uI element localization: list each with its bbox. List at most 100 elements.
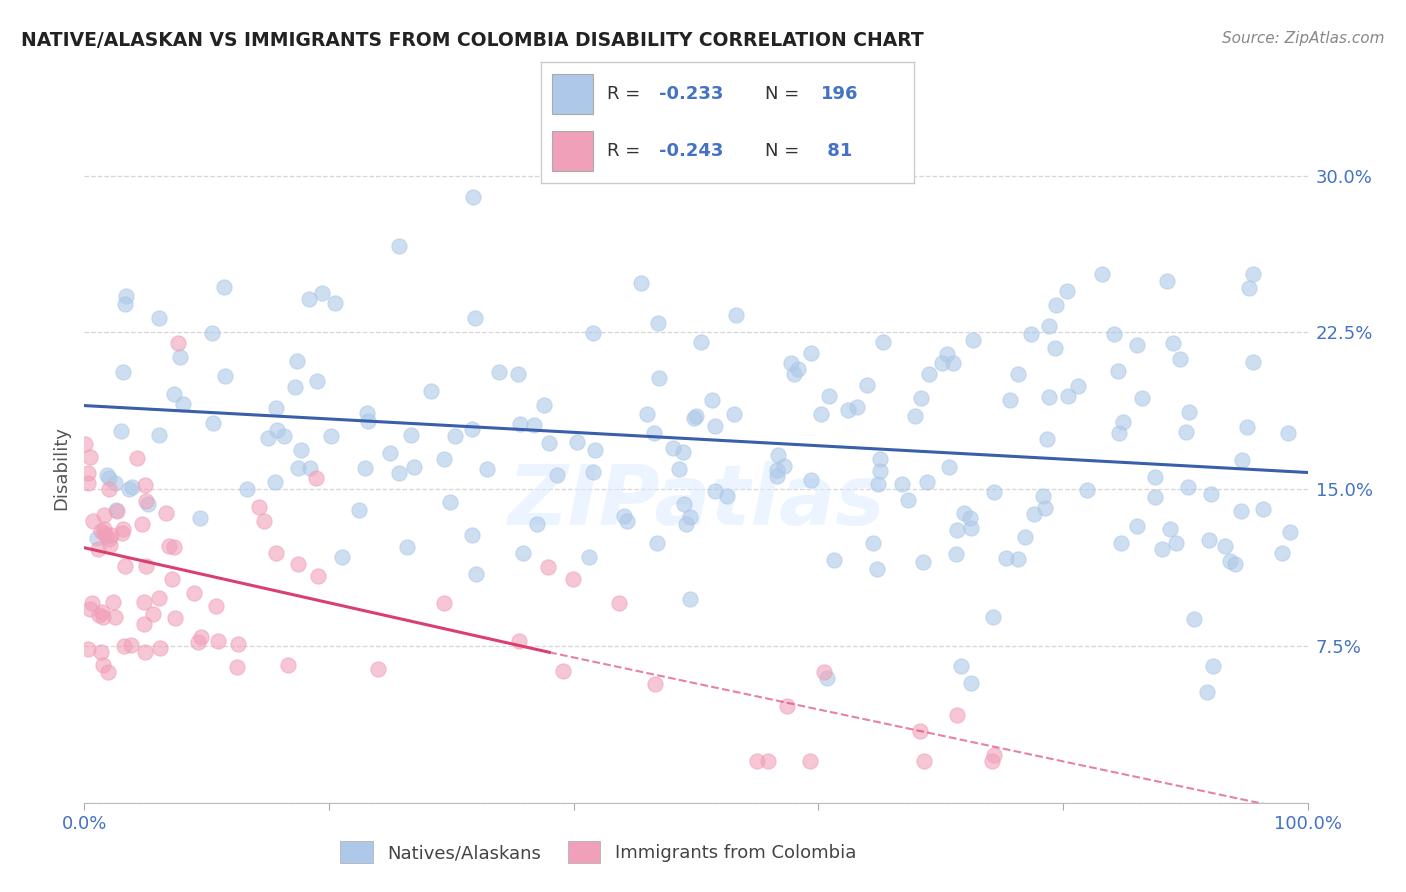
Point — [1126, 337, 1149, 351]
Point — [87, 607, 110, 622]
Point — [214, 368, 236, 383]
Point — [135, 494, 157, 508]
Point — [1108, 426, 1130, 441]
Point — [136, 497, 159, 511]
Point — [869, 452, 891, 467]
Point — [155, 506, 177, 520]
Point — [1159, 523, 1181, 537]
Text: 196: 196 — [821, 86, 858, 103]
Point — [1182, 612, 1205, 626]
Point — [264, 475, 287, 489]
Point — [766, 449, 789, 463]
Point — [960, 521, 983, 535]
Point — [1251, 502, 1274, 516]
Point — [1219, 554, 1241, 568]
Text: R =: R = — [606, 86, 645, 103]
Point — [1045, 297, 1067, 311]
Point — [1232, 452, 1254, 467]
Point — [897, 492, 920, 507]
Text: R =: R = — [606, 142, 645, 160]
Point — [86, 531, 108, 545]
Point — [1107, 364, 1129, 378]
Point — [1007, 552, 1029, 566]
Point — [112, 639, 135, 653]
Point — [163, 540, 186, 554]
Point — [110, 526, 132, 541]
Point — [1230, 504, 1253, 518]
Point — [787, 361, 810, 376]
Point — [131, 516, 153, 531]
Point — [163, 387, 186, 401]
Point — [187, 635, 209, 649]
Point — [945, 707, 967, 722]
Point — [367, 662, 389, 676]
Point — [93, 657, 115, 672]
Point — [399, 428, 422, 442]
Point — [299, 460, 322, 475]
Point — [908, 723, 931, 738]
Point — [903, 409, 925, 423]
Point — [443, 428, 465, 442]
Point — [121, 480, 143, 494]
Point — [290, 443, 312, 458]
Point — [75, 437, 97, 451]
Y-axis label: Disability: Disability — [52, 426, 70, 510]
Point — [565, 434, 588, 449]
Point — [388, 467, 411, 481]
Point — [506, 368, 529, 382]
Point — [205, 599, 228, 613]
Point — [357, 414, 380, 428]
Point — [264, 401, 287, 415]
Point — [307, 374, 329, 388]
Point — [703, 484, 725, 499]
Point — [169, 350, 191, 364]
Point — [98, 482, 121, 496]
Point — [347, 503, 370, 517]
Point — [583, 442, 606, 457]
Point — [77, 641, 100, 656]
Point — [862, 535, 884, 549]
Point — [962, 333, 984, 347]
Point — [188, 511, 211, 525]
Point — [815, 672, 838, 686]
Point — [90, 644, 112, 658]
Point — [439, 495, 461, 509]
Point — [1091, 268, 1114, 282]
Point — [869, 464, 891, 478]
Point — [526, 516, 548, 531]
Point — [533, 399, 555, 413]
Point — [104, 476, 127, 491]
Point — [236, 482, 259, 496]
Point — [936, 347, 959, 361]
Point — [96, 468, 118, 483]
Point — [1109, 535, 1132, 549]
Point — [115, 289, 138, 303]
Point — [105, 503, 128, 517]
Point — [202, 416, 225, 430]
Point — [780, 356, 803, 370]
Point — [298, 293, 321, 307]
Point — [96, 529, 118, 543]
Point — [142, 607, 165, 621]
Text: Source: ZipAtlas.com: Source: ZipAtlas.com — [1222, 31, 1385, 46]
Point — [1278, 524, 1301, 539]
Point — [264, 545, 287, 559]
Text: NATIVE/ALASKAN VS IMMIGRANTS FROM COLOMBIA DISABILITY CORRELATION CHART: NATIVE/ALASKAN VS IMMIGRANTS FROM COLOMB… — [21, 31, 924, 50]
Point — [287, 461, 309, 475]
Point — [679, 591, 702, 606]
Point — [225, 659, 247, 673]
Point — [165, 611, 187, 625]
Point — [1236, 419, 1258, 434]
Point — [148, 591, 170, 605]
Point — [228, 637, 250, 651]
Point — [1036, 432, 1059, 446]
Point — [546, 467, 568, 482]
Point — [93, 526, 115, 541]
Point — [1056, 284, 1078, 298]
Point — [307, 569, 329, 583]
Point — [509, 417, 531, 431]
Point — [91, 605, 114, 619]
Point — [1241, 267, 1264, 281]
Point — [994, 550, 1017, 565]
Point — [537, 435, 560, 450]
